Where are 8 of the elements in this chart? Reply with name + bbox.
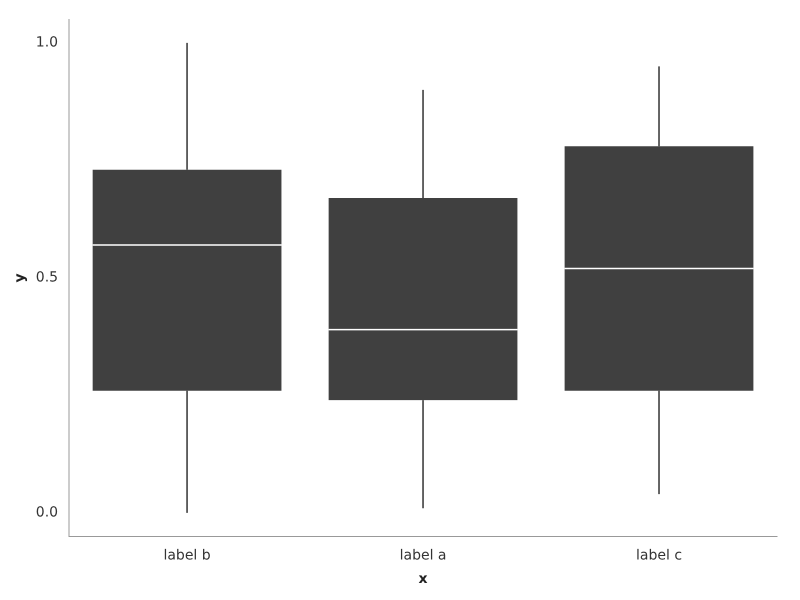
y-tick-label: 0.5 xyxy=(36,270,58,286)
y-tick-label: 0.0 xyxy=(36,504,58,521)
y-axis-title: y xyxy=(12,273,28,282)
x-axis-title: x xyxy=(418,571,428,588)
x-tick-label: label c xyxy=(636,547,682,564)
x-tick-label: label a xyxy=(400,547,446,564)
y-tick-label: 1.0 xyxy=(36,34,58,51)
x-tick-label: label b xyxy=(163,547,211,564)
